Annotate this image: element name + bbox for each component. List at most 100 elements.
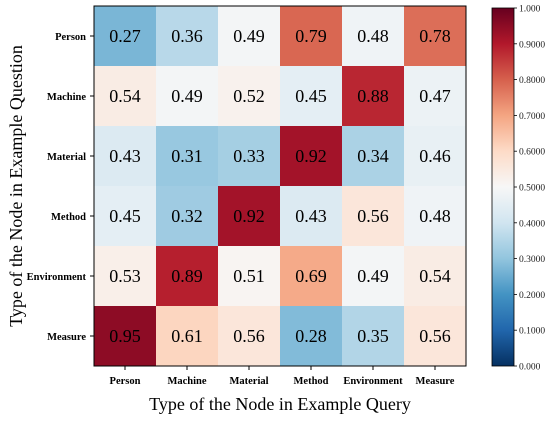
cell-value-label: 0.27 [109,26,141,46]
cell-value-label: 0.89 [171,266,203,286]
colorbar: 0.000 0.1000 0.2000 0.3000 0.4000 0.5000 0.600… [491,5,545,373]
cell-value-label: 0.47 [419,86,451,106]
heatmap-cell [156,186,219,247]
colorbar-tick-label: 0.8000 [519,76,545,86]
y-tick-label: Measure [47,332,86,343]
heatmap-cell [156,66,219,127]
x-axis-title: Type of the Node in Example Query [149,394,411,414]
heatmap-cell [218,126,281,187]
x-tick-label: Person [110,376,141,387]
heatmap-cell [342,246,405,307]
heatmap-cells: 0.27 0.36 0.49 0.79 0.48 0.78 0.54 0.49 0.52 0.45… [94,6,467,367]
heatmap-cell [280,66,343,127]
cell-value-label: 0.54 [419,266,451,286]
heatmap-cell [94,6,157,67]
colorbar-tick-label: 0.1000 [519,327,545,337]
cell-value-label: 0.28 [295,326,327,346]
cell-value-label: 0.32 [171,206,203,226]
heatmap-cell [404,6,467,67]
heatmap-frame [93,5,467,367]
colorbar-gradient [491,7,515,367]
y-tick-label: Method [51,212,86,223]
cell-value-label: 0.45 [295,86,327,106]
heatmap-cell [280,126,343,187]
heatmap-cell [280,6,343,67]
heatmap-cell [218,6,281,67]
heatmap-cell [280,186,343,247]
cell-value-label: 0.48 [357,26,389,46]
cell-value-label: 0.88 [357,86,389,106]
y-axis-ticks: Person Machine Material Method Environment Me… [27,32,94,343]
cell-value-label: 0.49 [357,266,389,286]
heatmap-cell [94,126,157,187]
cell-value-label: 0.92 [233,206,265,226]
heatmap-cell [218,306,281,367]
heatmap-cell [156,246,219,307]
x-tick-label: Environment [343,376,403,387]
heatmap-cell [404,66,467,127]
heatmap-cell [218,66,281,127]
cell-value-label: 0.69 [295,266,327,286]
y-tick-label: Person [55,32,86,43]
cell-value-label: 0.48 [419,206,451,226]
colorbar-tick-label: 0.000 [519,363,541,373]
heatmap-cell [94,306,157,367]
cell-value-label: 0.92 [295,146,327,166]
cell-value-label: 0.56 [419,326,451,346]
colorbar-tick-label: 0.6000 [519,148,545,158]
cell-value-label: 0.49 [233,26,265,46]
colorbar-tick-label: 0.5000 [519,184,545,194]
cell-value-label: 0.54 [109,86,141,106]
cell-value-label: 0.33 [233,146,265,166]
heatmap-cell [342,186,405,247]
heatmap-cell [404,246,467,307]
plot-border [93,5,467,367]
y-tick-label: Machine [47,92,86,103]
heatmap-cell [342,126,405,187]
cell-value-label: 0.95 [109,326,141,346]
cell-value-label: 0.35 [357,326,389,346]
x-tick-label: Measure [416,376,455,387]
cell-value-label: 0.34 [357,146,389,166]
cell-value-label: 0.53 [109,266,141,286]
x-tick-label: Method [294,376,329,387]
cell-value-label: 0.56 [357,206,389,226]
heatmap-cell [94,186,157,247]
heatmap-cell [156,306,219,367]
heatmap-cell [218,186,281,247]
cell-value-label: 0.36 [171,26,203,46]
cell-value-label: 0.49 [171,86,203,106]
cell-value-label: 0.43 [109,146,141,166]
cell-value-label: 0.79 [295,26,327,46]
x-tick-label: Material [229,376,268,387]
heatmap-cell [280,246,343,307]
x-tick-label: Machine [167,376,206,387]
colorbar-tick-label: 0.4000 [519,219,545,229]
heatmap-cell [280,306,343,367]
heatmap-cell [342,66,405,127]
cell-value-label: 0.51 [233,266,265,286]
colorbar-tick-label: 0.3000 [519,255,545,265]
heatmap-cell [404,126,467,187]
colorbar-tick-label: 1.000 [519,5,541,15]
x-axis-ticks: Person Machine Material Method Environment Me… [110,366,455,387]
cell-value-label: 0.43 [295,206,327,226]
heatmap-cell [404,186,467,247]
heatmap-cell [218,246,281,307]
heatmap-cell [94,66,157,127]
heatmap-cell [342,6,405,67]
cell-value-label: 0.45 [109,206,141,226]
cell-value-label: 0.52 [233,86,265,106]
cell-value-label: 0.61 [171,326,203,346]
colorbar-tick-label: 0.2000 [519,291,545,301]
heatmap-cell [404,306,467,367]
cell-value-label: 0.31 [171,146,203,166]
cell-value-label: 0.78 [419,26,451,46]
heatmap-cell [94,246,157,307]
cell-value-label: 0.46 [419,146,451,166]
heatmap-cell [156,6,219,67]
heatmap-cell [342,306,405,367]
y-axis-title: Type of the Node in Example Question [6,45,26,327]
